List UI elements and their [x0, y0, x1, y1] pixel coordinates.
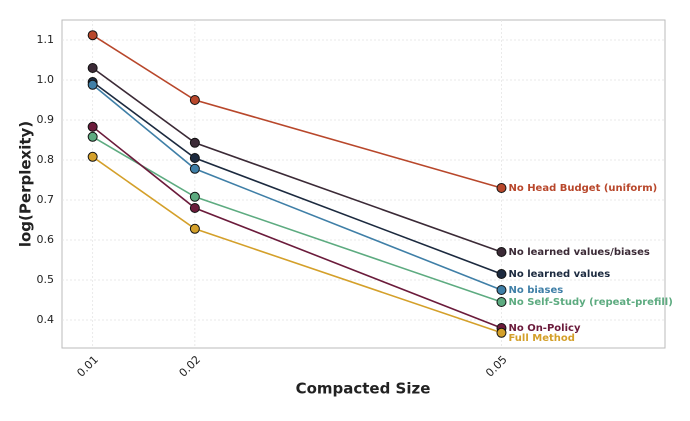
data-point [496, 327, 507, 338]
data-point [87, 30, 98, 41]
x-tick-label: 0.05 [483, 353, 510, 380]
legend-label: No Self-Study (repeat-prefill) [508, 297, 672, 308]
plot-frame [61, 19, 666, 349]
series-line [92, 136, 502, 303]
data-point [496, 285, 507, 295]
data-point [496, 247, 507, 257]
y-tick-label: 0.7 [37, 193, 55, 206]
data-point [87, 121, 98, 132]
y-tick-label: 0.5 [37, 273, 55, 286]
series-line [92, 34, 502, 189]
legend-label: No biases [508, 285, 563, 296]
y-axis-label: log(Perplexity) [17, 121, 35, 247]
x-axis-label: Compacted Size [296, 380, 431, 398]
y-tick-label: 0.8 [37, 153, 55, 166]
y-tick-label: 0.4 [37, 313, 55, 326]
legend-label: No On-Policy [508, 323, 580, 334]
legend-label: No Head Budget (uniform) [508, 183, 657, 194]
series-line [92, 156, 502, 334]
x-tick-label: 0.01 [74, 353, 101, 380]
data-point [189, 153, 200, 163]
y-tick-label: 1.1 [37, 33, 55, 46]
data-point [87, 63, 98, 73]
data-point [189, 223, 200, 234]
data-point [189, 137, 200, 148]
data-point [496, 269, 507, 279]
data-point [496, 183, 507, 193]
legend-label: No learned values [508, 269, 610, 280]
data-point [189, 163, 200, 174]
legend-label: No learned values/biases [508, 247, 649, 258]
data-point [87, 131, 98, 142]
series-line [92, 81, 502, 275]
series-line [92, 126, 502, 329]
data-point [189, 203, 200, 213]
y-tick-label: 0.9 [37, 113, 55, 126]
series-line [92, 67, 502, 253]
data-point [189, 95, 200, 105]
data-point [189, 191, 200, 202]
series-line [92, 84, 502, 291]
legend-label: Full Method [508, 333, 574, 344]
y-tick-label: 0.6 [37, 233, 55, 246]
data-point [87, 151, 98, 162]
data-point [496, 297, 507, 307]
data-point [87, 79, 98, 90]
y-tick-label: 1.0 [37, 73, 55, 86]
x-tick-label: 0.02 [177, 353, 204, 380]
